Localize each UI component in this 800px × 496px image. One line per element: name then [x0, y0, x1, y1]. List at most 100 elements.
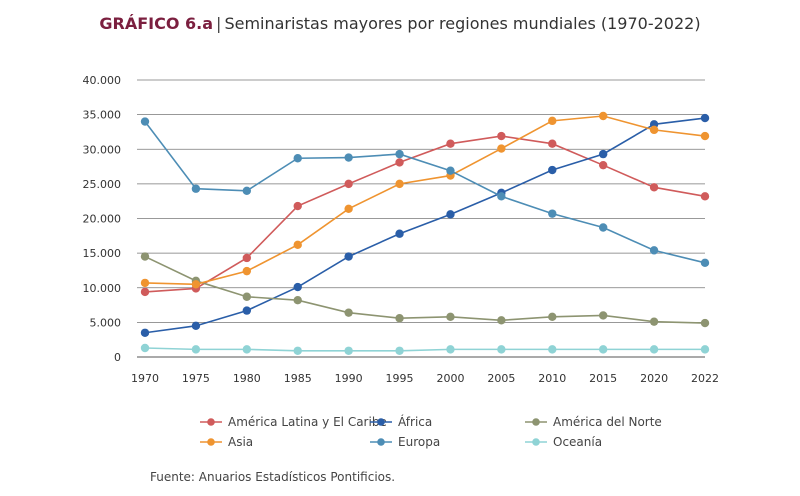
data-point — [395, 314, 404, 323]
data-point — [446, 139, 455, 148]
data-point — [191, 184, 201, 193]
y-tick-label: 25.000 — [83, 178, 122, 191]
data-point — [649, 317, 659, 326]
data-point — [344, 252, 353, 261]
y-tick-label: 0 — [114, 351, 121, 364]
data-point — [395, 149, 404, 159]
data-point — [649, 125, 659, 135]
legend-label: América del Norte — [553, 415, 662, 429]
data-point — [140, 328, 150, 337]
series-line — [144, 115, 706, 286]
x-tick-label: 2022 — [691, 372, 719, 385]
series-line — [144, 135, 706, 293]
y-tick-label: 15.000 — [83, 247, 122, 260]
x-tick-label: 1980 — [233, 372, 261, 385]
series-line — [144, 255, 706, 324]
data-point — [293, 296, 302, 305]
x-axis: 1970 1975 1980 1985 1990 1995 2000 2005 2010 2015… — [131, 372, 719, 385]
x-tick-label: 2005 — [487, 372, 515, 385]
data-point — [446, 166, 455, 175]
x-tick-label: 1985 — [284, 372, 312, 385]
y-tick-label: 10.000 — [83, 282, 122, 295]
data-point — [598, 223, 608, 232]
x-tick-label: 1995 — [386, 372, 414, 385]
data-point — [649, 345, 659, 354]
data-point — [293, 201, 302, 211]
data-point — [700, 258, 710, 268]
y-tick-label: 5.000 — [90, 316, 122, 329]
data-point — [598, 311, 608, 320]
data-point — [293, 240, 302, 250]
series-lines — [144, 115, 706, 352]
data-point — [548, 116, 557, 126]
y-axis: 0 5.000 10.000 15.000 20.000 25.000 30.000 35.0… — [83, 74, 122, 364]
data-point — [344, 179, 353, 189]
x-tick-label: 2010 — [538, 372, 566, 385]
data-point — [446, 210, 455, 219]
series-line — [144, 121, 706, 264]
data-point — [497, 144, 506, 153]
legend-label: Asia — [228, 435, 253, 449]
y-tick-label: 35.000 — [83, 109, 122, 122]
data-point — [191, 321, 201, 331]
legend-label: América Latina y El Caribe — [228, 415, 387, 429]
legend-label: África — [398, 414, 432, 429]
data-point — [497, 345, 506, 354]
data-point — [497, 131, 506, 141]
data-point — [649, 183, 659, 192]
data-point — [140, 252, 150, 261]
y-tick-label: 20.000 — [83, 213, 122, 226]
x-tick-label: 2015 — [589, 372, 617, 385]
legend-label: Europa — [398, 435, 440, 449]
series-line — [144, 117, 706, 334]
legend-item: Asia — [200, 435, 253, 449]
data-point — [548, 209, 557, 218]
data-point — [344, 204, 353, 214]
data-point — [140, 117, 150, 126]
data-point — [242, 186, 252, 195]
data-point — [548, 139, 557, 148]
x-tick-label: 1975 — [182, 372, 210, 385]
title-separator: | — [216, 14, 222, 33]
data-point — [242, 306, 252, 315]
y-tick-label: 30.000 — [83, 143, 122, 156]
data-point — [446, 345, 455, 354]
data-point — [598, 345, 608, 354]
data-point — [598, 111, 608, 121]
data-point — [191, 345, 201, 354]
data-point — [700, 113, 710, 123]
legend-label: Oceanía — [553, 435, 602, 449]
data-point — [242, 266, 252, 276]
y-tick-label: 40.000 — [83, 74, 122, 87]
legend-marker — [377, 418, 385, 426]
legend-marker — [532, 418, 540, 426]
data-point — [242, 345, 252, 354]
source-note: Fuente: Anuarios Estadísticos Pontificio… — [150, 470, 396, 484]
series-points — [140, 111, 710, 355]
data-point — [242, 292, 252, 301]
series-line — [144, 347, 705, 352]
chart-title: GRÁFICO 6.a | Seminaristas mayores por reg… — [0, 14, 800, 33]
legend-item: América del Norte — [525, 415, 662, 429]
data-point — [191, 280, 201, 289]
data-point — [548, 312, 557, 322]
data-point — [700, 345, 710, 354]
data-point — [140, 287, 150, 297]
data-point — [598, 160, 608, 170]
data-point — [497, 192, 506, 201]
legend-item: Europa — [370, 435, 440, 449]
gridlines — [137, 79, 705, 358]
data-point — [395, 229, 404, 238]
data-point — [395, 346, 404, 355]
data-point — [395, 158, 404, 167]
legend-item: África — [370, 414, 432, 429]
data-point — [293, 154, 302, 163]
x-tick-label: 1970 — [131, 372, 159, 385]
data-point — [649, 246, 659, 255]
legend-marker — [207, 438, 215, 446]
data-point — [242, 253, 252, 263]
legend-item: Oceanía — [525, 435, 602, 449]
x-tick-label: 2020 — [640, 372, 668, 385]
x-tick-label: 2000 — [436, 372, 464, 385]
legend: América Latina y El Caribe África América … — [200, 414, 662, 449]
